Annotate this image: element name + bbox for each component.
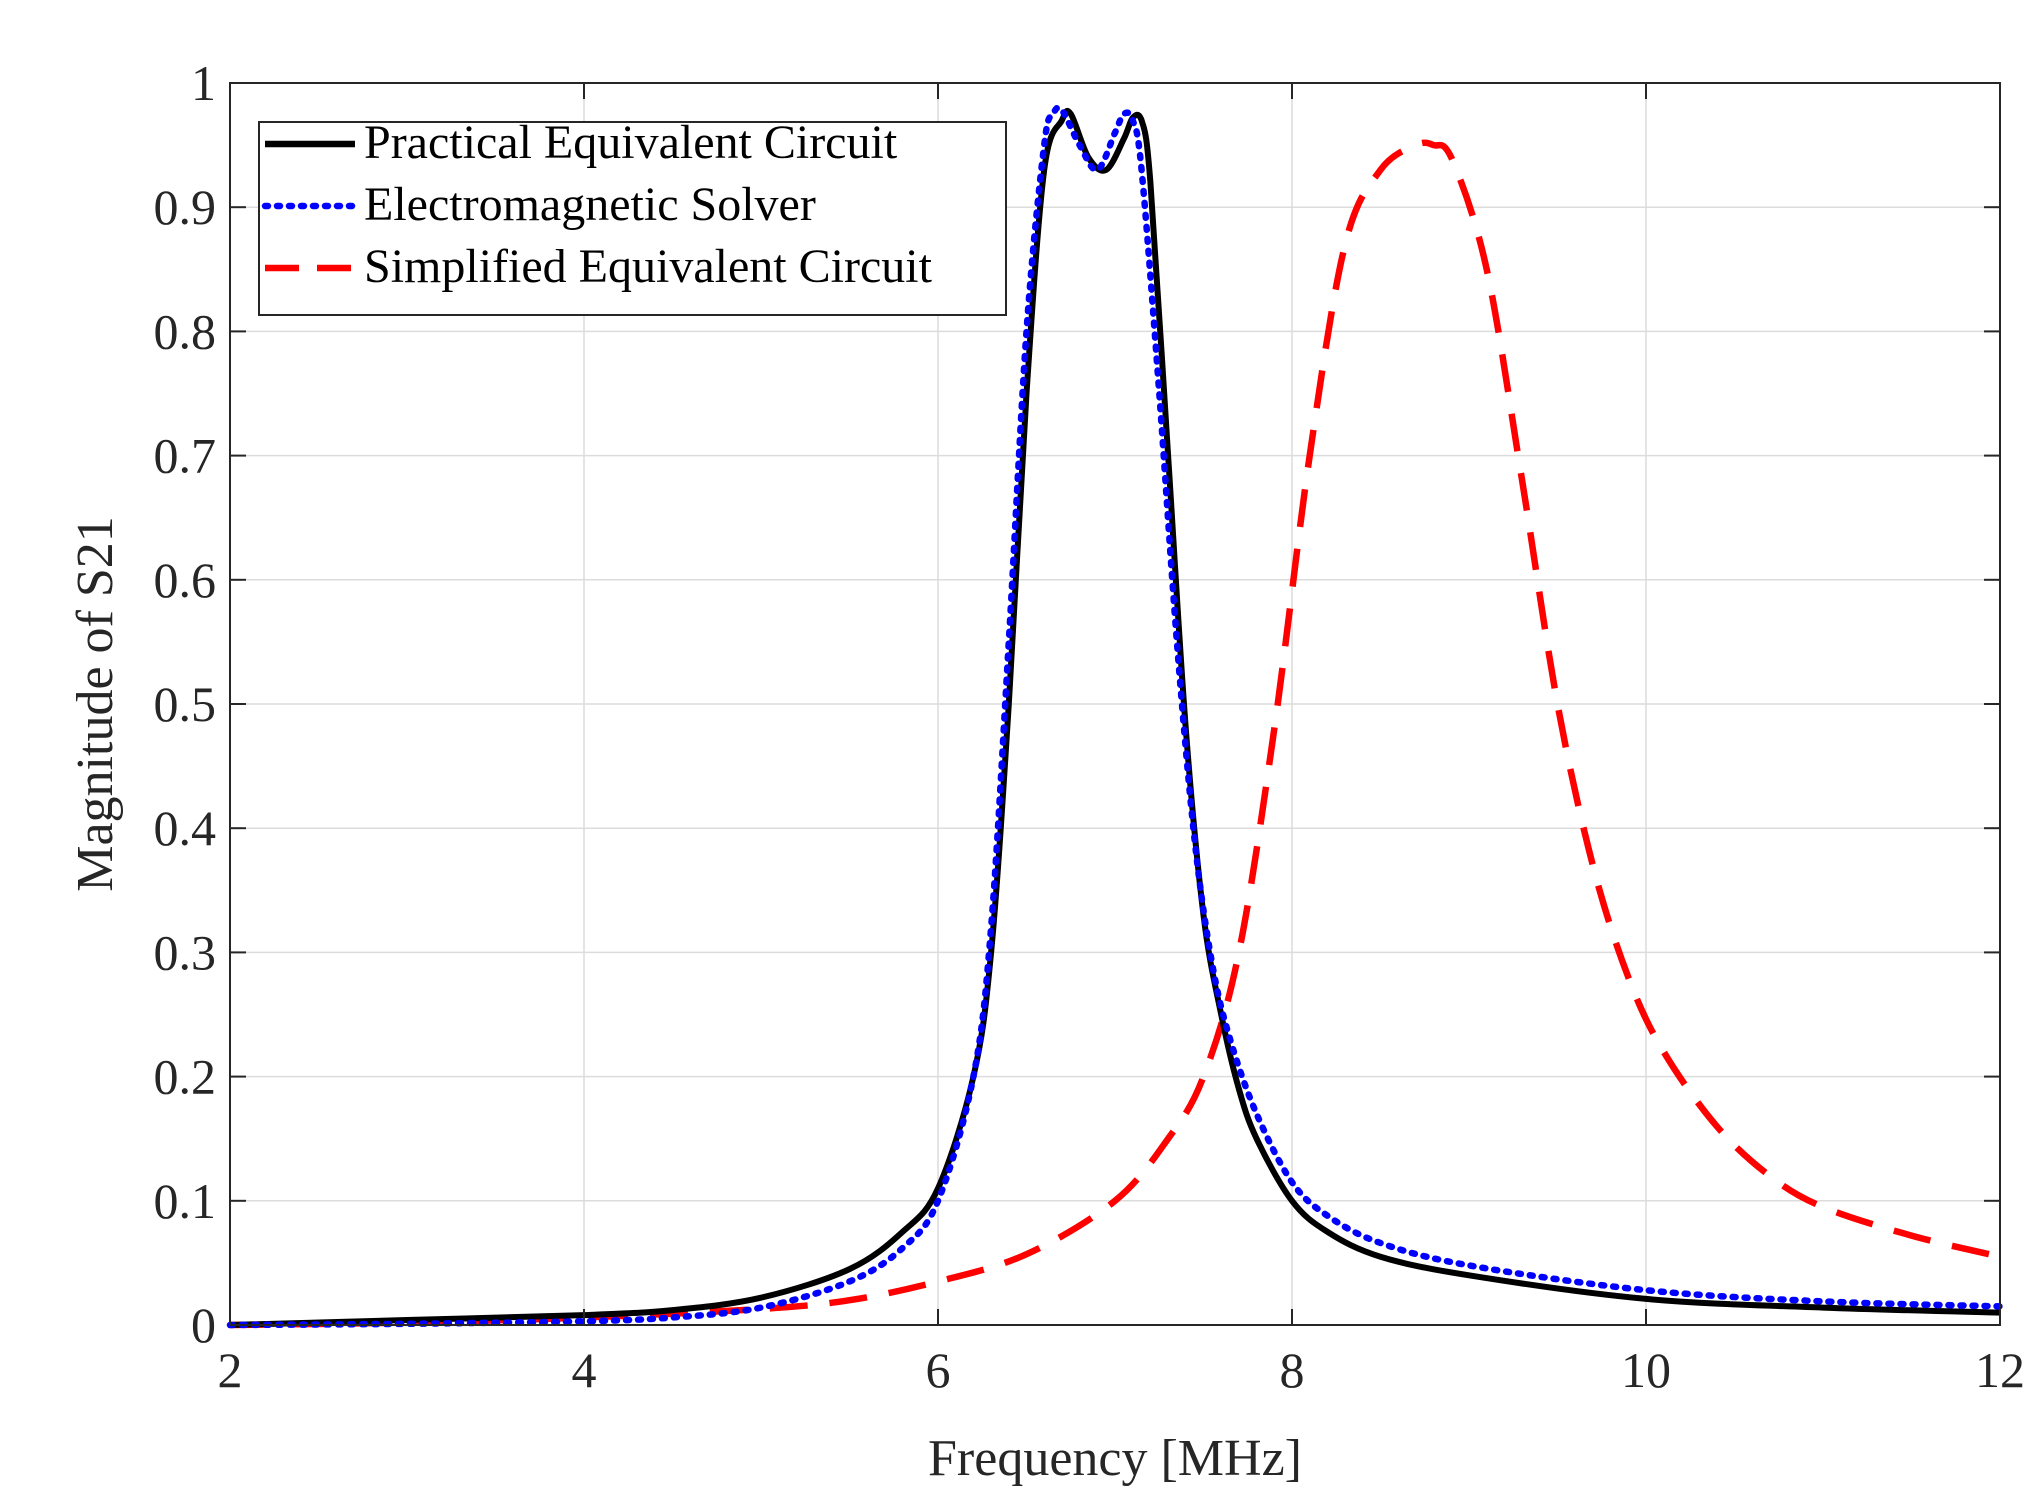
legend: Practical Equivalent Circuit Electromagne…: [258, 116, 1007, 316]
x-tick-label: 10: [1621, 1342, 1671, 1398]
y-tick-label: 0: [191, 1297, 216, 1353]
y-axis-label: Magnitude of S21: [67, 516, 124, 892]
legend-label-0: Practical Equivalent Circuit: [364, 116, 898, 169]
y-tick-label: 0.3: [154, 924, 217, 980]
y-tick-label: 0.5: [154, 676, 217, 732]
axis-ticks: 2 4 6 8 10 12 0 0.1 0.2 0.3 0.4 0.5 0.6 0.7 0.8 0.9 1: [154, 55, 2026, 1398]
y-tick-label: 0.7: [154, 428, 217, 484]
series-line-0: [229, 107, 2001, 1328]
y-tick-label: 0.2: [154, 1049, 217, 1105]
x-tick-label: 6: [926, 1342, 951, 1398]
y-tick-label: 0.9: [154, 179, 217, 235]
y-tick-label: 0.1: [154, 1173, 217, 1229]
grid-lines: [230, 83, 2000, 1325]
x-tick-label: 12: [1975, 1342, 2025, 1398]
legend-label-2: Simplified Equivalent Circuit: [364, 240, 933, 293]
x-tick-label: 2: [218, 1342, 243, 1398]
y-tick-label: 0.4: [154, 800, 217, 856]
y-tick-label: 0.8: [154, 303, 217, 359]
y-tick-label: 0.6: [154, 552, 217, 608]
x-axis-label: Frequency [MHz]: [928, 1430, 1302, 1487]
series-line-2: [229, 139, 2001, 1329]
x-tick-label: 8: [1280, 1342, 1305, 1398]
legend-box: [258, 121, 1007, 316]
y-tick-label: 1: [191, 55, 216, 111]
series-lines: [226, 104, 2004, 1329]
series-line-1: [226, 104, 2004, 1329]
x-tick-label: 4: [572, 1342, 597, 1398]
legend-label-1: Electromagnetic Solver: [364, 178, 816, 231]
